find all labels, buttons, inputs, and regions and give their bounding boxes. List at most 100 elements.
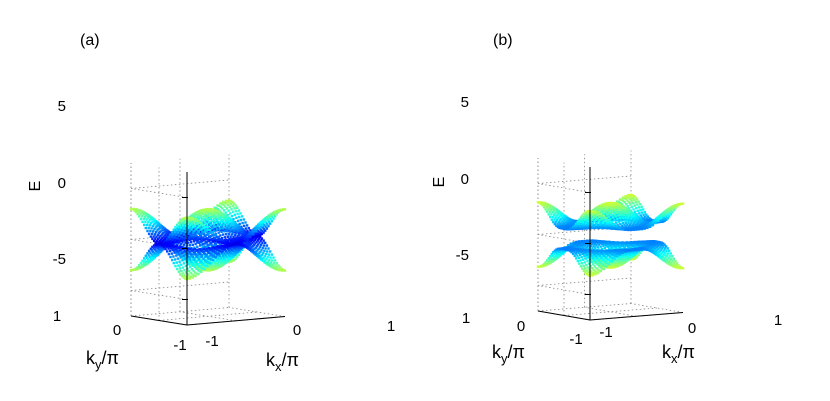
surface-point xyxy=(577,222,581,225)
surface-point xyxy=(662,212,665,215)
surface-point xyxy=(209,251,212,254)
surface-point xyxy=(640,220,643,223)
surface-point xyxy=(204,226,207,229)
surface-point xyxy=(196,248,200,251)
surface-point xyxy=(578,249,582,252)
surface-point xyxy=(618,260,621,263)
surface-point xyxy=(166,242,170,245)
surface-point xyxy=(598,250,601,253)
surface-point xyxy=(637,216,640,220)
surface-point xyxy=(215,254,219,257)
surface-point xyxy=(233,229,236,232)
surface-point xyxy=(222,214,225,217)
surface-point xyxy=(586,253,589,257)
surface-point xyxy=(665,254,668,257)
surface-point xyxy=(201,212,204,215)
surface-point xyxy=(586,259,589,263)
surface-point xyxy=(147,249,151,253)
surface-point xyxy=(678,265,682,268)
surface-point xyxy=(215,239,218,242)
surface-point xyxy=(214,211,217,214)
surface-point xyxy=(227,199,231,202)
surface-point xyxy=(192,226,195,229)
surface-point xyxy=(598,259,602,262)
surface-point xyxy=(205,230,208,233)
surface-point xyxy=(182,276,185,279)
surface-point xyxy=(151,237,154,241)
surface-point xyxy=(579,220,582,223)
surface-point xyxy=(609,208,613,211)
surface-point xyxy=(229,217,232,221)
surface-point xyxy=(628,213,631,216)
surface-point xyxy=(245,224,249,227)
surface-point xyxy=(603,219,606,223)
surface-point xyxy=(263,260,266,263)
surface-point xyxy=(613,216,616,220)
surface-point xyxy=(272,262,276,265)
surface-point xyxy=(197,219,200,223)
surface-point xyxy=(224,244,227,247)
surface-point xyxy=(158,251,161,255)
surface-point xyxy=(607,253,610,257)
surface-point xyxy=(551,254,555,257)
surface-point xyxy=(622,226,625,229)
surface-point xyxy=(259,228,263,232)
surface-point xyxy=(239,212,242,215)
surface-point xyxy=(175,245,179,248)
surface-point xyxy=(152,217,155,220)
surface-point xyxy=(592,212,595,216)
surface-point xyxy=(216,204,219,207)
surface-point xyxy=(217,213,221,216)
surface-point xyxy=(210,213,213,216)
surface-point xyxy=(195,239,199,242)
surface-point xyxy=(159,245,162,249)
surface-point xyxy=(608,264,611,267)
surface-point xyxy=(187,256,190,260)
surface-point xyxy=(250,245,253,249)
surface-point xyxy=(175,228,178,231)
panel-b: (b) E 5 0 -5 1 0 -1 -1 0 1 ky/π kx/π xyxy=(431,32,782,366)
surface-point xyxy=(677,264,680,267)
surface-point xyxy=(635,215,639,218)
surface-point xyxy=(596,255,599,258)
surface-point xyxy=(195,222,198,226)
surface-point xyxy=(210,215,213,218)
surface-point xyxy=(645,217,648,220)
surface-point xyxy=(184,231,187,234)
surface-point xyxy=(667,257,670,260)
surface-point xyxy=(196,232,199,235)
surface-point xyxy=(181,224,185,227)
surface-point xyxy=(608,223,612,227)
surface-point xyxy=(215,252,219,255)
surface-point xyxy=(188,258,192,261)
surface-point xyxy=(628,197,632,201)
surface-point xyxy=(218,242,221,245)
surface-point xyxy=(203,223,206,227)
surface-point xyxy=(232,218,235,221)
surface-point xyxy=(638,218,642,221)
surface-point xyxy=(220,257,223,260)
surface-point xyxy=(591,271,594,274)
surface-point xyxy=(182,262,186,265)
surface-point xyxy=(228,205,231,209)
surface-point xyxy=(203,242,207,245)
surface-point xyxy=(254,227,257,230)
surface-point xyxy=(607,262,611,266)
surface-point xyxy=(182,219,185,222)
surface-point xyxy=(610,223,613,226)
surface-point xyxy=(669,209,673,212)
surface-point xyxy=(592,210,596,213)
surface-point xyxy=(221,241,224,244)
surface-point xyxy=(194,228,198,231)
surface-point xyxy=(248,241,251,244)
x-axis-line xyxy=(589,312,684,321)
surface-point xyxy=(549,215,552,219)
surface-point xyxy=(259,235,262,239)
surface-point xyxy=(228,225,231,228)
surface-point xyxy=(585,216,588,220)
surface-point xyxy=(253,251,256,255)
z-gridline xyxy=(130,188,188,198)
surface-point xyxy=(187,232,190,235)
surface-point xyxy=(282,268,285,272)
surface-point xyxy=(171,248,175,252)
